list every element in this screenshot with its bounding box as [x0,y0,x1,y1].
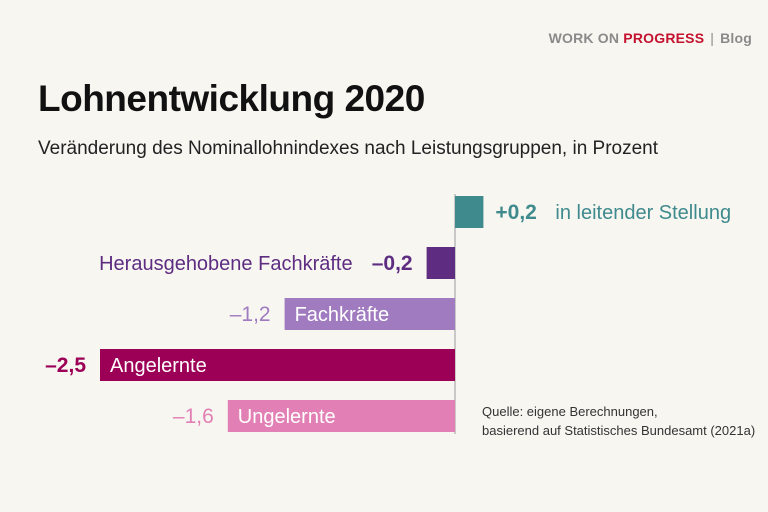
category-label-1: Herausgehobene Fachkräfte [99,253,353,275]
category-label-4: Ungelernte [238,406,336,428]
category-label-3: Angelernte [110,355,207,377]
value-label-3: –2,5 [45,354,86,377]
value-label-0: +0,2 [495,201,536,224]
source-line-2: basierend auf Statistisches Bundesamt (2… [482,423,756,438]
value-label-4: –1,6 [173,405,214,428]
brand-name-plain: WORK ON [548,30,624,46]
category-label-0: in leitender Stellung [555,202,731,224]
brand-section-link[interactable]: Blog [720,30,752,46]
chart-subtitle: Veränderung des Nominallohnindexes nach … [38,138,659,159]
bar-0 [455,196,484,228]
bar-3 [100,349,455,381]
bar-4 [227,400,455,432]
brand-logo[interactable]: WORK ON PROGRESS | Blog [549,30,752,46]
bar-1 [426,247,455,279]
source-line-1: Quelle: eigene Berechnungen, [482,404,658,419]
chart-title: Lohnentwicklung 2020 [38,78,425,119]
source-note: Quelle: eigene Berechnungen, basierend a… [482,402,755,440]
brand-separator: | [710,30,715,46]
bar-2 [284,298,455,330]
value-label-2: –1,2 [230,303,271,326]
brand-name-accent: PROGRESS [623,30,705,46]
value-label-1: –0,2 [372,252,413,275]
category-label-2: Fachkräfte [295,304,389,326]
